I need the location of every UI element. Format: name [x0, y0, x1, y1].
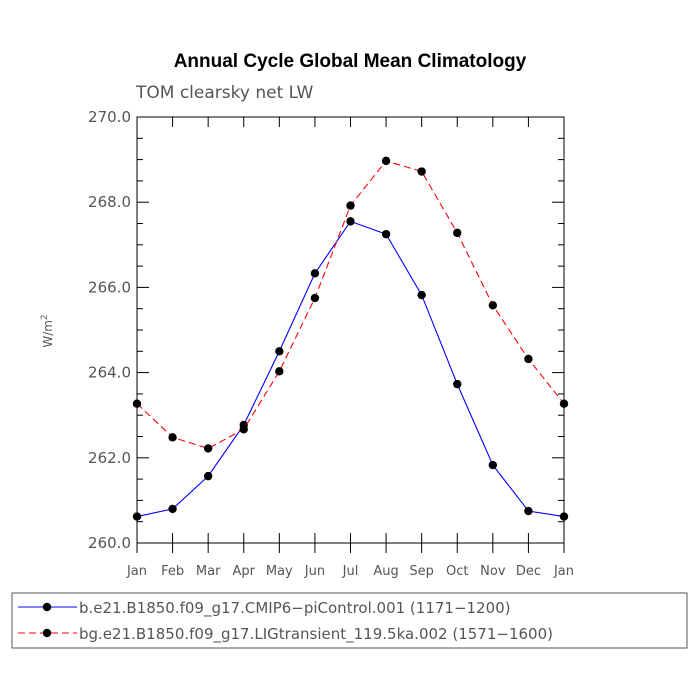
plot-frame [136, 116, 565, 544]
legend-entry: b.e21.B1850.f09_g17.CMIP6−piControl.001 … [18, 599, 511, 618]
y-axis-label-base: W/m [41, 320, 55, 348]
x-tick-label: Apr [233, 564, 256, 579]
data-point [453, 228, 462, 238]
legend-label: b.e21.B1850.f09_g17.CMIP6−piControl.001 … [79, 599, 511, 618]
legend: b.e21.B1850.f09_g17.CMIP6−piControl.001 … [11, 592, 688, 649]
data-point [310, 269, 320, 278]
legend-entries: b.e21.B1850.f09_g17.CMIP6−piControl.001 … [18, 599, 553, 644]
data-point [168, 504, 177, 514]
y-axis-label-superscript: 2 [40, 314, 50, 320]
data-point [488, 301, 498, 310]
y-tick-label: 264.0 [88, 364, 131, 382]
x-tick-label: Sep [409, 564, 434, 579]
data-point [524, 506, 533, 516]
legend-swatch-marker [42, 628, 52, 638]
svg-text:W/m2: W/m2 [40, 314, 55, 347]
x-tick-label: Aug [373, 564, 398, 579]
data-point [310, 293, 320, 303]
legend-box [11, 592, 688, 649]
x-tick-label: Dec [516, 564, 541, 579]
data-point [132, 399, 142, 408]
data-point [381, 156, 391, 166]
y-axis-label: W/m2 [40, 314, 55, 347]
y-tick-label: 260.0 [88, 534, 131, 552]
legend-label: bg.e21.B1850.f09_g17.LIGtransient_119.5k… [79, 625, 553, 644]
x-tick-label: Nov [480, 564, 506, 579]
data-point [559, 512, 569, 521]
y-tick-label: 262.0 [88, 449, 131, 467]
y-tick-label: 268.0 [88, 193, 131, 211]
x-tick-label: Feb [161, 564, 184, 579]
legend-swatch-marker [42, 602, 52, 612]
series-line [136, 220, 565, 518]
data-point [203, 471, 213, 481]
data-point [275, 347, 284, 356]
data-point [417, 167, 426, 176]
data-point [488, 460, 498, 470]
x-tick-label: May [266, 564, 293, 579]
data-point [381, 229, 391, 239]
data-point [132, 512, 142, 521]
x-tick-label: Oct [446, 564, 468, 579]
y-tick-labels: 260.0 262.0 264.0 266.0 268.0 270.0 [88, 108, 131, 552]
y-tick-label: 270.0 [88, 108, 131, 126]
data-point [275, 367, 284, 376]
x-tick-label: Mar [196, 564, 221, 579]
x-tick-label: Jul [342, 564, 359, 579]
series-1 [132, 217, 569, 521]
axis-ticks [136, 116, 565, 553]
data-point [559, 399, 569, 408]
x-tick-label: Jan [126, 564, 147, 579]
legend-entry: bg.e21.B1850.f09_g17.LIGtransient_119.5k… [18, 625, 553, 644]
x-tick-label: Jan [553, 564, 574, 579]
data-point [417, 290, 426, 300]
data-point [239, 425, 248, 434]
data-point [168, 433, 177, 442]
x-tick-label: Jun [304, 564, 325, 579]
data-point [453, 379, 462, 389]
series-2 [132, 156, 569, 453]
data-point [346, 201, 355, 210]
data-point [524, 354, 533, 364]
x-tick-labels: Jan Feb Mar Apr May Jun Jul Aug Sep Oct Nov Dec Jan [126, 564, 574, 579]
series-layer [132, 156, 569, 521]
data-point [203, 444, 213, 453]
data-point [346, 217, 355, 226]
y-tick-label: 266.0 [88, 278, 131, 296]
chart-subtitle: TOM clearsky net LW [135, 83, 314, 103]
chart-title: Annual Cycle Global Mean Climatology [174, 51, 527, 72]
